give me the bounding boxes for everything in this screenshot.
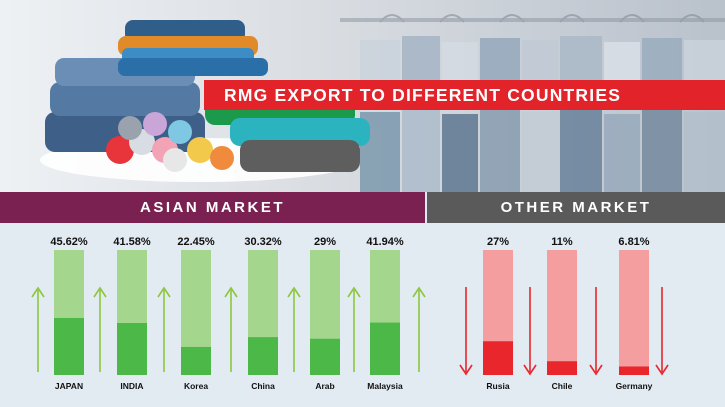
- other-bar-1: [547, 361, 577, 375]
- other-category-label-0: Rusia: [486, 381, 509, 391]
- other-trend-arrow-3: [655, 287, 669, 376]
- asian-category-label-2: Korea: [184, 381, 208, 391]
- asian-trend-arrow-0: [31, 286, 45, 372]
- other-value-label-1: 11%: [551, 236, 573, 248]
- asian-bar-2: [181, 346, 211, 375]
- other-value-label-0: 27%: [487, 236, 509, 248]
- other-trend-arrow-2: [589, 287, 603, 376]
- asian-value-label-4: 29%: [314, 236, 336, 248]
- other-bar-track-1: [547, 250, 577, 375]
- asian-value-label-2: 22.45%: [177, 236, 215, 248]
- other-bar-track-2: [619, 250, 649, 375]
- other-value-label-2: 6.81%: [618, 236, 649, 248]
- chart-title: RMG EXPORT TO DIFFERENT COUNTRIES: [204, 80, 725, 110]
- asian-bar-0: [54, 317, 84, 375]
- asian-trend-arrow-5: [347, 286, 361, 372]
- other-category-label-2: Germany: [616, 381, 653, 391]
- asian-market-header: ASIAN MARKET: [0, 192, 425, 223]
- asian-bar-4: [310, 338, 340, 375]
- hanger-rail: [340, 14, 725, 23]
- asian-trend-arrow-2: [157, 286, 171, 372]
- asian-value-label-5: 41.94%: [366, 236, 404, 248]
- asian-bar-1: [117, 323, 147, 375]
- asian-bar-3: [248, 337, 278, 375]
- asian-category-label-5: Malaysia: [367, 381, 403, 391]
- other-market-header: OTHER MARKET: [427, 192, 725, 223]
- clothes-pile-illustration: [40, 20, 370, 182]
- other-trend-arrow-1: [523, 287, 537, 376]
- asian-bar-5: [370, 322, 400, 375]
- asian-trend-arrow-4: [287, 286, 301, 372]
- other-category-label-1: Chile: [552, 381, 573, 391]
- asian-category-label-4: Arab: [315, 381, 334, 391]
- asian-trend-arrow-3: [224, 286, 238, 372]
- hanging-clothes: [360, 36, 725, 192]
- asian-trend-arrow-6: [412, 286, 426, 372]
- asian-category-label-0: JAPAN: [55, 381, 83, 391]
- asian-category-label-3: China: [251, 381, 275, 391]
- other-trend-arrow-0: [459, 287, 473, 376]
- other-bar-0: [483, 341, 513, 375]
- asian-value-label-1: 41.58%: [113, 236, 151, 248]
- asian-trend-arrow-1: [93, 286, 107, 372]
- other-bar-2: [619, 366, 649, 375]
- asian-value-label-3: 30.32%: [244, 236, 282, 248]
- asian-category-label-1: INDIA: [120, 381, 143, 391]
- asian-value-label-0: 45.62%: [50, 236, 88, 248]
